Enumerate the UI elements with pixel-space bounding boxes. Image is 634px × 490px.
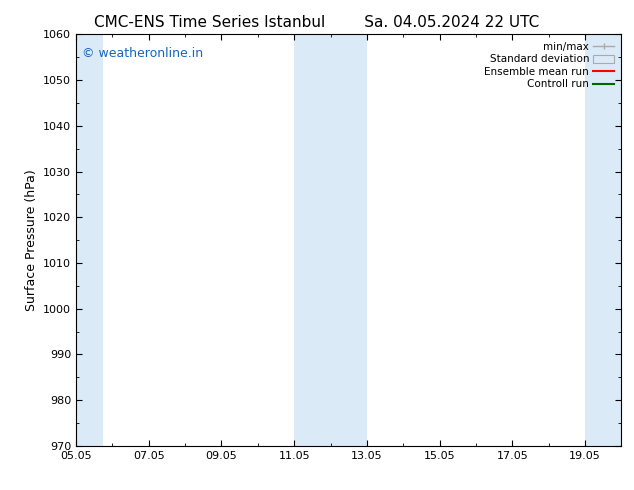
Text: CMC-ENS Time Series Istanbul        Sa. 04.05.2024 22 UTC: CMC-ENS Time Series Istanbul Sa. 04.05.2… <box>94 15 540 30</box>
Text: © weatheronline.in: © weatheronline.in <box>82 47 203 60</box>
Y-axis label: Surface Pressure (hPa): Surface Pressure (hPa) <box>25 169 37 311</box>
Legend: min/max, Standard deviation, Ensemble mean run, Controll run: min/max, Standard deviation, Ensemble me… <box>482 40 616 92</box>
Bar <box>76 34 103 446</box>
Bar <box>294 34 367 446</box>
Bar <box>585 34 621 446</box>
